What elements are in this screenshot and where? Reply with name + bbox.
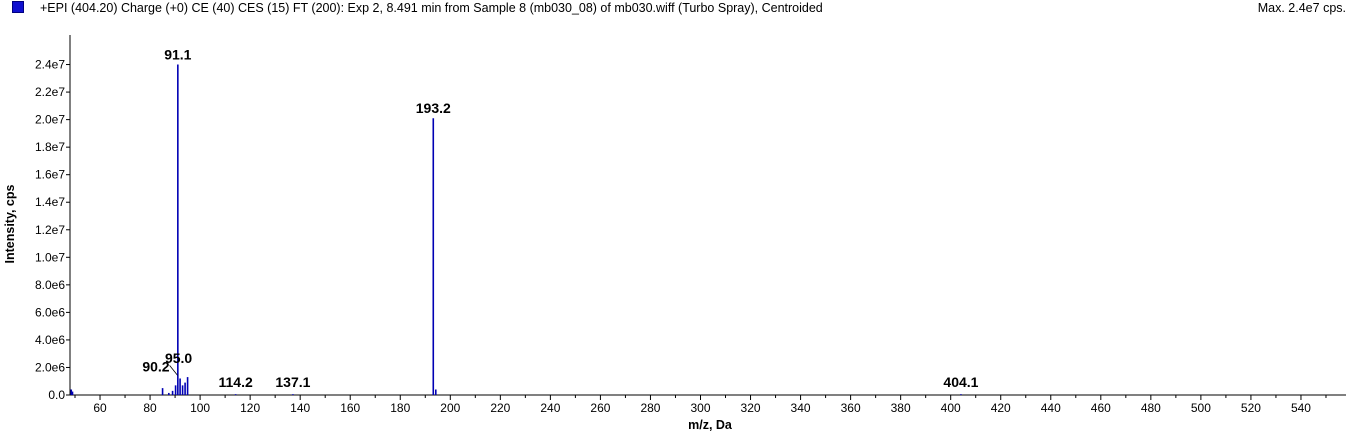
x-tick-label: 100 [190,401,210,415]
x-tick-label: 180 [390,401,410,415]
peak-labels-group: 91.1 193.2 90.295.0 114.2 137.1 404.1 [142,47,978,390]
y-tick-label: 1.8e7 [35,140,65,154]
x-tick-label: 360 [841,401,861,415]
x-tick-label: 120 [240,401,260,415]
x-tick-label: 460 [1091,401,1111,415]
x-tick-label: 160 [340,401,360,415]
peak-label: 193.2 [416,100,451,116]
y-tick-label: 8.0e6 [35,278,65,292]
y-tick-label: 2.4e7 [35,58,65,72]
peak-label: 404.1 [943,374,978,390]
x-tick-label: 260 [590,401,610,415]
legend-swatch [12,1,24,13]
y-tick-label: 2.0e7 [35,113,65,127]
x-tick-label: 280 [640,401,660,415]
x-tick-label: 220 [490,401,510,415]
chart-header: +EPI (404.20) Charge (+0) CE (40) CES (1… [0,0,1360,18]
y-tick-label: 1.2e7 [35,223,65,237]
x-tick-label: 480 [1141,401,1161,415]
x-tick-label: 140 [290,401,310,415]
y-tick-label: 2.0e6 [35,360,65,374]
x-tick-label: 520 [1241,401,1261,415]
x-tick-label: 500 [1191,401,1211,415]
x-tick-label: 300 [690,401,710,415]
spectrum-title: +EPI (404.20) Charge (+0) CE (40) CES (1… [40,1,823,15]
x-tick-label: 440 [1041,401,1061,415]
y-tick-label: 1.6e7 [35,168,65,182]
x-tick-label: 380 [891,401,911,415]
peak-label: 91.1 [164,47,191,63]
max-intensity-label: Max. 2.4e7 cps. [1257,1,1346,15]
y-tick-label: 1.4e7 [35,195,65,209]
axes-group: 0.0 2.0e6 4.0e6 6.0e6 8.0e6 1.0e7 1.2e7 1.4e7 1.… [35,35,1346,415]
x-tick-label: 320 [741,401,761,415]
x-tick-label: 340 [791,401,811,415]
y-tick-label: 6.0e6 [35,305,65,319]
x-tick-label: 240 [540,401,560,415]
peak-label: 90.2 [142,358,169,374]
y-tick-label: 4.0e6 [35,333,65,347]
y-tick-label: 1.0e7 [35,250,65,264]
peak-label: 137.1 [275,374,310,390]
x-tick-label: 400 [941,401,961,415]
peak-label: 95.0 [165,350,192,366]
x-tick-label: 80 [143,401,157,415]
x-axis-label: m/z, Da [688,418,733,432]
y-tick-label: 0.0 [48,388,65,402]
peak-label: 114.2 [218,374,252,390]
x-tick-label: 540 [1291,401,1311,415]
label-leader [169,365,178,376]
y-tick-label: 2.2e7 [35,85,65,99]
x-tick-label: 420 [991,401,1011,415]
y-axis-label: Intensity, cps [3,184,17,263]
peak-bars-group [70,64,962,395]
x-tick-label: 60 [93,401,107,415]
x-tick-label: 200 [440,401,460,415]
